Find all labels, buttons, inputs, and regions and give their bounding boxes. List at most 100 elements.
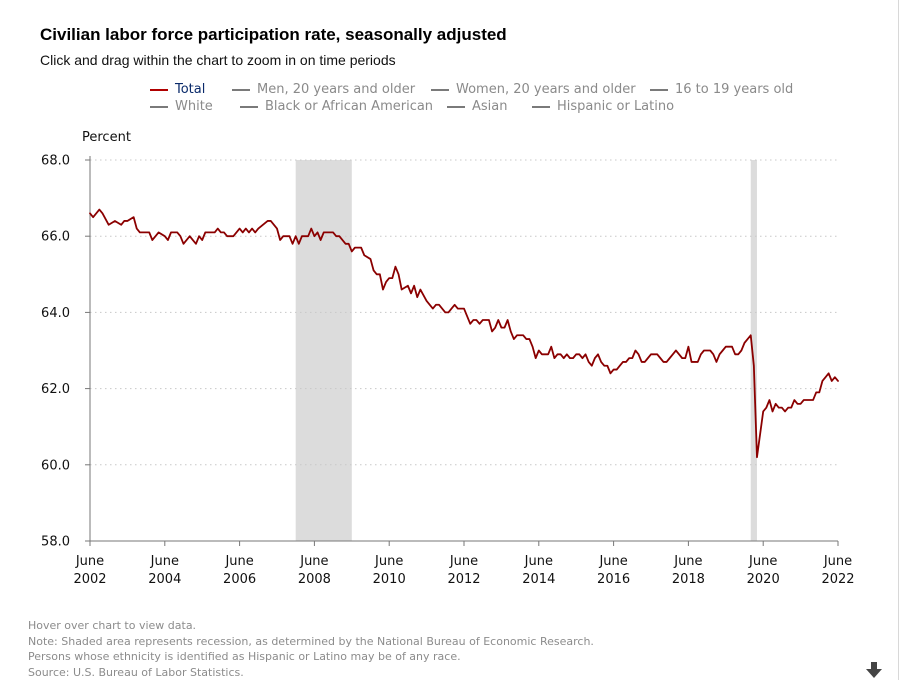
data-point[interactable] xyxy=(351,251,353,252)
data-point[interactable] xyxy=(635,350,636,351)
data-point[interactable] xyxy=(831,380,833,382)
data-point[interactable] xyxy=(837,380,839,382)
data-point[interactable] xyxy=(740,350,742,351)
data-point[interactable] xyxy=(622,361,624,363)
data-point[interactable] xyxy=(354,247,356,249)
legend-item-asian[interactable]: Asian xyxy=(447,99,507,114)
data-point[interactable] xyxy=(448,312,449,313)
data-point[interactable] xyxy=(507,319,509,321)
data-point[interactable] xyxy=(102,212,103,214)
data-point[interactable] xyxy=(809,399,811,401)
data-point[interactable] xyxy=(251,228,253,229)
data-point[interactable] xyxy=(391,277,393,279)
data-point[interactable] xyxy=(535,357,537,359)
data-point[interactable] xyxy=(497,319,499,321)
data-point[interactable] xyxy=(401,289,403,290)
data-point[interactable] xyxy=(472,319,474,321)
data-point[interactable] xyxy=(516,334,518,336)
data-point[interactable] xyxy=(416,296,418,298)
data-point[interactable] xyxy=(744,342,745,344)
data-point[interactable] xyxy=(388,277,390,279)
data-point[interactable] xyxy=(398,273,399,275)
data-point[interactable] xyxy=(267,220,269,222)
data-point[interactable] xyxy=(719,353,720,355)
data-point[interactable] xyxy=(544,353,546,355)
data-point[interactable] xyxy=(638,353,639,355)
data-point[interactable] xyxy=(647,357,649,359)
data-point[interactable] xyxy=(335,235,337,237)
data-point[interactable] xyxy=(669,357,671,359)
data-point[interactable] xyxy=(606,365,608,367)
data-point[interactable] xyxy=(179,235,181,237)
data-point[interactable] xyxy=(756,456,758,458)
data-point[interactable] xyxy=(759,433,761,435)
data-point[interactable] xyxy=(145,231,147,233)
data-point[interactable] xyxy=(379,273,381,275)
data-point[interactable] xyxy=(454,304,456,306)
data-point[interactable] xyxy=(133,216,135,218)
data-point[interactable] xyxy=(370,258,371,260)
data-point[interactable] xyxy=(772,411,773,412)
data-point[interactable] xyxy=(310,228,312,229)
data-point[interactable] xyxy=(307,235,309,237)
data-point[interactable] xyxy=(747,338,749,340)
data-point[interactable] xyxy=(688,346,689,348)
data-point[interactable] xyxy=(703,350,705,351)
data-point[interactable] xyxy=(148,231,150,233)
data-point[interactable] xyxy=(815,392,817,393)
data-point[interactable] xyxy=(797,403,798,405)
data-point[interactable] xyxy=(158,231,159,233)
data-point[interactable] xyxy=(382,289,384,290)
data-point[interactable] xyxy=(553,357,555,359)
data-point[interactable] xyxy=(697,361,699,363)
data-point[interactable] xyxy=(694,361,696,363)
data-point[interactable] xyxy=(195,243,197,245)
data-point[interactable] xyxy=(762,411,764,412)
data-point[interactable] xyxy=(519,334,521,336)
data-point[interactable] xyxy=(504,327,505,329)
data-point[interactable] xyxy=(476,319,477,321)
data-point[interactable] xyxy=(410,292,412,294)
data-point[interactable] xyxy=(603,365,605,367)
data-point[interactable] xyxy=(176,231,178,233)
data-point[interactable] xyxy=(600,361,602,363)
data-point[interactable] xyxy=(98,209,100,210)
data-point[interactable] xyxy=(151,239,153,241)
data-point[interactable] xyxy=(769,399,770,401)
data-point[interactable] xyxy=(569,357,571,359)
data-point[interactable] xyxy=(656,353,658,355)
data-point[interactable] xyxy=(541,353,543,355)
data-point[interactable] xyxy=(426,300,427,302)
data-point[interactable] xyxy=(803,399,805,401)
data-point[interactable] xyxy=(332,231,334,233)
data-point[interactable] xyxy=(385,281,387,283)
legend-item-white[interactable]: White xyxy=(150,99,213,114)
data-point[interactable] xyxy=(419,289,421,290)
data-point[interactable] xyxy=(706,350,708,351)
data-point[interactable] xyxy=(737,353,739,355)
data-point[interactable] xyxy=(363,254,365,256)
data-point[interactable] xyxy=(610,372,611,374)
data-point[interactable] xyxy=(491,331,493,332)
data-point[interactable] xyxy=(753,365,755,367)
data-point[interactable] xyxy=(348,243,350,245)
data-point[interactable] xyxy=(800,403,801,405)
legend-item-men-20-years-and-older[interactable]: Men, 20 years and older xyxy=(232,82,415,97)
data-point[interactable] xyxy=(92,216,94,218)
data-point[interactable] xyxy=(214,231,216,233)
data-point[interactable] xyxy=(775,403,777,405)
data-point[interactable] xyxy=(120,224,122,226)
data-point[interactable] xyxy=(279,239,281,241)
data-point[interactable] xyxy=(547,353,549,355)
data-point[interactable] xyxy=(666,361,667,363)
data-point[interactable] xyxy=(89,212,91,214)
data-point[interactable] xyxy=(806,399,808,401)
data-point[interactable] xyxy=(108,224,110,226)
data-point[interactable] xyxy=(164,235,166,237)
data-point[interactable] xyxy=(585,353,586,355)
data-point[interactable] xyxy=(485,319,487,321)
data-point[interactable] xyxy=(631,357,633,359)
data-point[interactable] xyxy=(731,346,733,348)
data-point[interactable] xyxy=(360,247,362,249)
series-layer[interactable] xyxy=(89,208,839,459)
